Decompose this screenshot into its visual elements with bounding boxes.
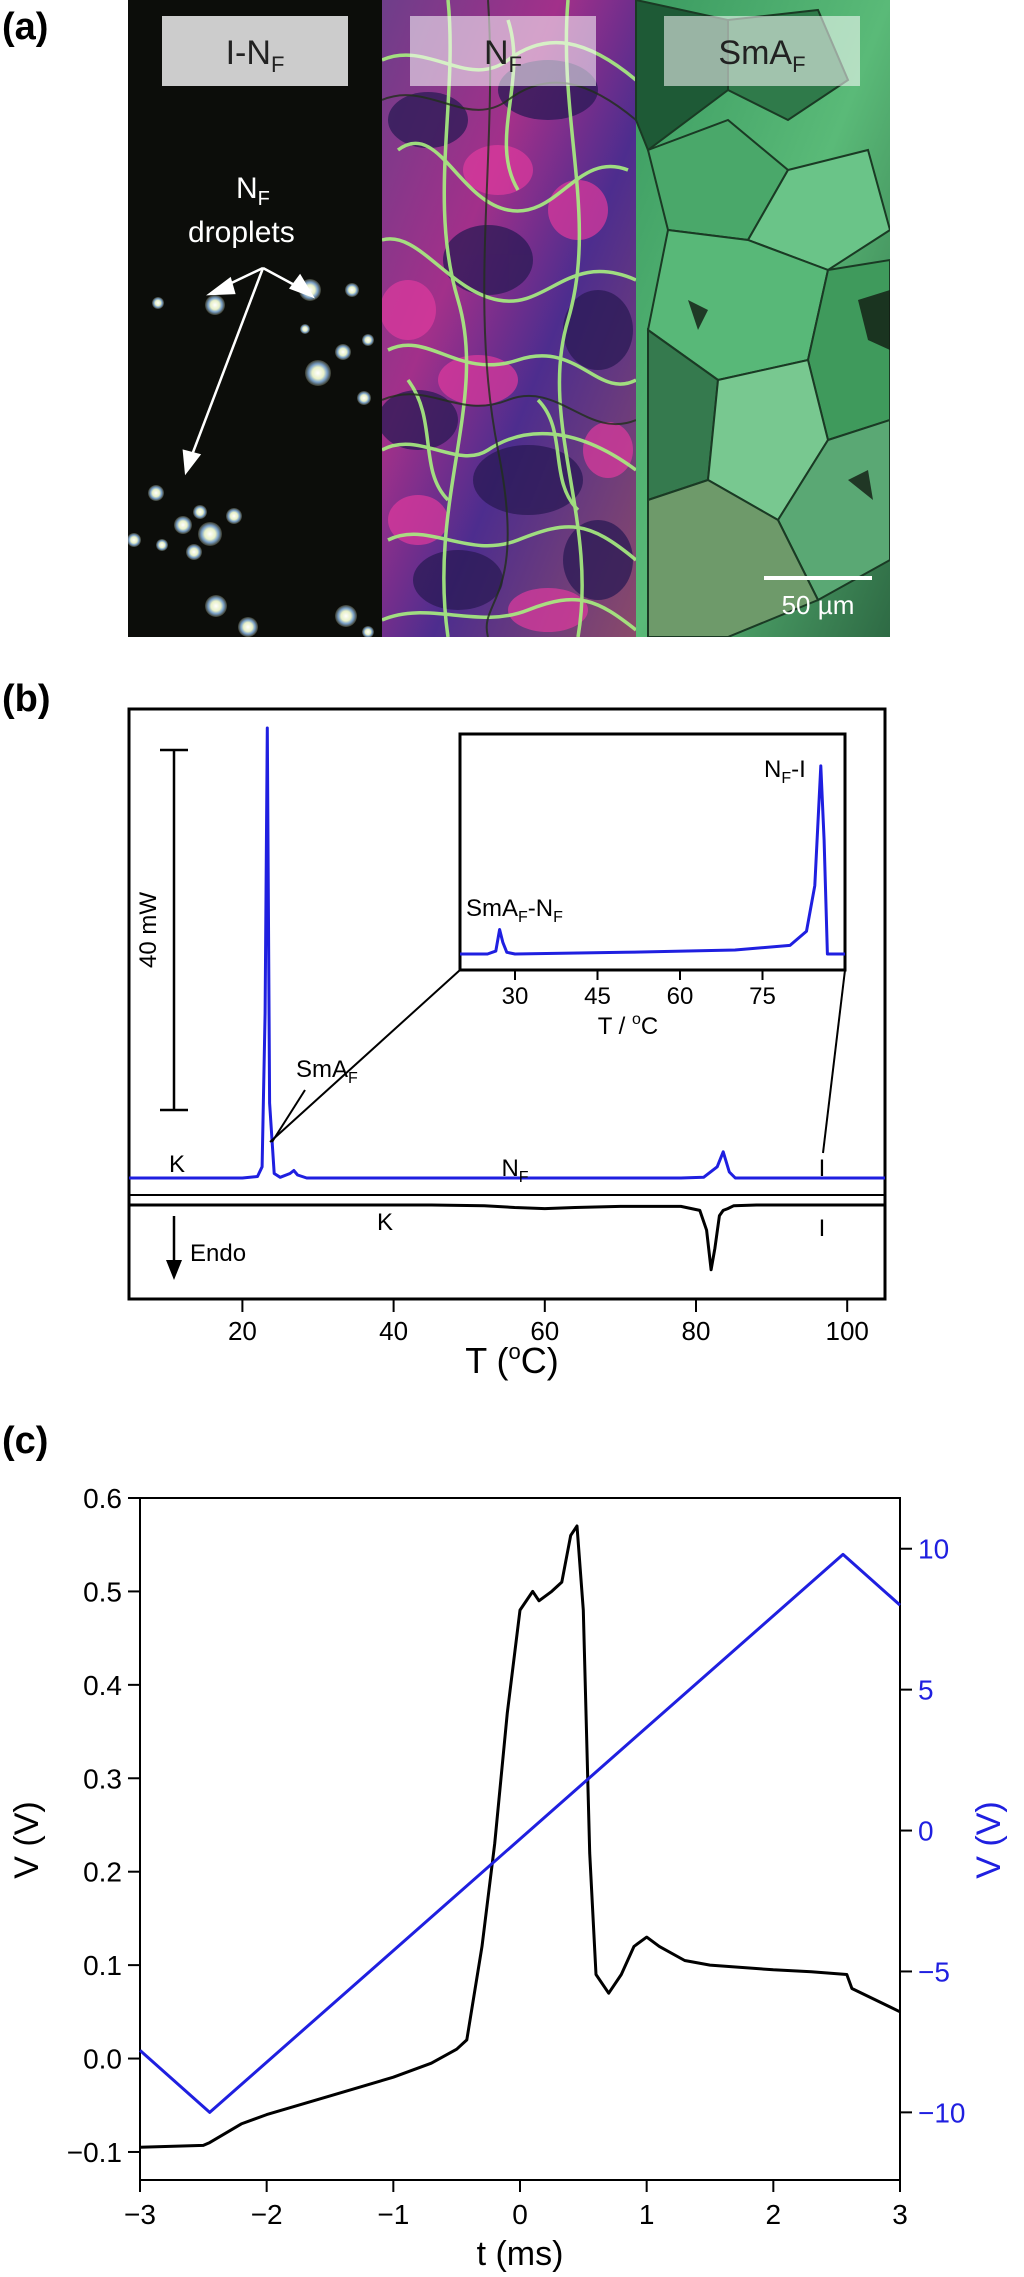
polarization-x-tick-label: 3 — [892, 2199, 908, 2230]
smaf-label: SmAF — [296, 1056, 358, 1087]
droplet-arrows — [182, 266, 315, 476]
polarization-x-tick-label: −1 — [377, 2199, 409, 2230]
endo-label: Endo — [190, 1240, 246, 1267]
voltage-trace — [139, 1552, 901, 2114]
polarization-left-tick-label: 0.3 — [83, 1763, 122, 1794]
dsc-x-tick-label: 40 — [379, 1316, 408, 1346]
micrograph-panel: NF droplets I-NF — [128, 0, 890, 637]
dsc-inset: 30 45 60 75 NF-I SmAF-NF T / oC — [458, 732, 847, 1040]
inset-x-tick-label: 30 — [502, 983, 529, 1010]
polarization-left-label: V (V) — [8, 1801, 46, 1878]
droplets — [128, 279, 374, 637]
micrograph-i-nf-title-box — [162, 16, 348, 86]
polarization-figure: −3 −2 −1 0 1 2 3 −0.10.00.10.20.30.40.50.6 −10… — [8, 1483, 1008, 2273]
polarization-left-tick-label: 0.0 — [83, 2044, 122, 2075]
micrograph-smaf-title-box — [664, 16, 860, 86]
polarization-right-tick-label: −10 — [918, 2097, 966, 2128]
polarization-right-tick-label: 10 — [918, 1534, 949, 1565]
dsc-x-axis: 20 40 60 80 100 — [228, 1299, 869, 1346]
panel-c-label: (c) — [2, 1420, 49, 1462]
phase-i-bottom: I — [819, 1215, 826, 1242]
polarization-left-tick-label: −0.1 — [67, 2137, 122, 2168]
polarization-left-axis: −0.1 0.0 0.1 0.2 0.3 0.4 0.5 0.6 — [67, 1483, 140, 2168]
dsc-x-tick-label: 80 — [682, 1316, 711, 1346]
polarization-x-tick-label: −3 — [124, 2199, 156, 2230]
current-trace — [139, 1524, 901, 2149]
dsc-scale-label: 40 mW — [135, 892, 162, 968]
polarization-x-tick-label: 0 — [512, 2199, 528, 2230]
polarization-right-label: V (V) — [970, 1801, 1008, 1878]
polarization-x-tick-label: 2 — [766, 2199, 782, 2230]
micrograph-nf: NF — [382, 0, 636, 637]
endo-arrow — [166, 1216, 182, 1280]
smaf-pointer — [271, 1089, 306, 1143]
polarization-right-tick-label: −5 — [918, 1956, 950, 1987]
svg-text:droplets: droplets — [188, 216, 295, 249]
micrograph-i-nf-title: I-NF — [226, 34, 285, 77]
dsc-figure: 20 40 60 80 100 40 mW K NF I K I SmAF Endo 3… — [127, 707, 887, 1381]
phase-k-bottom: K — [377, 1209, 393, 1236]
dsc-x-label: T (oC) — [465, 1339, 559, 1381]
polarization-left-tick-label: 0.6 — [83, 1483, 122, 1514]
inset-curve — [460, 764, 845, 956]
zoom-line-right — [822, 969, 846, 1154]
micrograph-i-nf: NF droplets I-NF — [128, 0, 382, 637]
inset-x-tick-label: 45 — [584, 983, 611, 1010]
dsc-heating-trace — [129, 1203, 885, 1272]
inset-x-axis: 30 45 60 75 — [502, 970, 776, 1010]
micrograph-nf-title-box — [410, 16, 596, 86]
polarization-left-tick-label: 0.4 — [83, 1670, 122, 1701]
inset-x-tick-label: 60 — [667, 983, 694, 1010]
polarization-right-tick-label: 5 — [918, 1675, 934, 1706]
inset-smaf-nf-label: SmAF-NF — [466, 895, 563, 926]
polarization-curves — [139, 1524, 901, 2149]
inset-x-tick-label: 75 — [749, 983, 776, 1010]
inset-trace — [460, 764, 845, 956]
polarization-x-label: t (ms) — [477, 2235, 564, 2273]
micrograph-smaf: SmAF 50 µm — [635, 0, 890, 637]
micrograph-nf-title: NF — [484, 34, 522, 77]
inset-nf-i-label: NF-I — [764, 756, 806, 787]
polarization-x-tick-label: 1 — [639, 2199, 655, 2230]
dsc-curves — [129, 726, 885, 1272]
svg-text:NF: NF — [236, 172, 270, 210]
dsc-cooling-trace — [129, 726, 885, 1180]
panel-a-label: (a) — [2, 6, 49, 48]
dsc-frame — [127, 707, 887, 1301]
polarization-x-tick-label: −2 — [251, 2199, 283, 2230]
panel-b-label: (b) — [2, 678, 51, 720]
polarization-x-axis: −3 −2 −1 0 1 2 3 — [124, 2180, 908, 2230]
inset-x-label: T / oC — [598, 1011, 658, 1040]
phase-k-top: K — [169, 1151, 185, 1178]
dsc-x-tick-label: 60 — [530, 1316, 559, 1346]
zoom-line-left — [269, 969, 461, 1143]
polarization-left-tick-label: 0.5 — [83, 1576, 122, 1607]
micrograph-smaf-title: SmAF — [718, 34, 805, 77]
polarization-right-tick-label: 0 — [918, 1816, 934, 1847]
dsc-x-tick-label: 100 — [826, 1316, 869, 1346]
dsc-x-tick-label: 20 — [228, 1316, 257, 1346]
droplet-label: NF droplets — [188, 172, 295, 249]
scale-bar-label: 50 µm — [782, 590, 855, 620]
polarization-left-tick-label: 0.1 — [83, 1950, 122, 1981]
polarization-right-axis: −10 −5 0 5 10 — [900, 1534, 966, 2128]
dsc-scale-bar — [160, 748, 188, 1112]
phase-i-top: I — [819, 1155, 826, 1182]
phase-nf: NF — [501, 1155, 528, 1186]
polarization-left-tick-label: 0.2 — [83, 1857, 122, 1888]
